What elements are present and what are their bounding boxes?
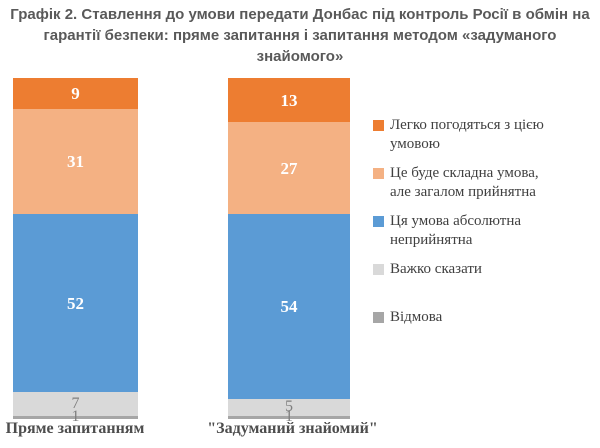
legend-item: Відмова [373, 308, 597, 356]
category-label-imagined-acquaintance: "Задуманий знайомий" [207, 420, 378, 437]
segment-value-label: 5 [285, 398, 293, 416]
legend-marker-swatch [373, 312, 384, 323]
segment-value-label: 9 [71, 83, 80, 103]
bar-segment: 9 [13, 78, 138, 109]
bar-segment: 1 [228, 409, 350, 425]
stacked-bar-imagined-acquaintance: 13 27 54 5 1 [228, 78, 350, 425]
legend-label: Відмова [390, 309, 443, 325]
legend-item: Ця умова абсолютна неприйнятна [373, 212, 597, 260]
legend-item: Легко погодяться з цією умовою [373, 116, 597, 164]
bar-segment: 13 [228, 78, 350, 123]
legend-item: Це буде складна умова, але загалом прийня… [373, 164, 597, 212]
legend-marker-swatch [373, 264, 384, 275]
legend-label: Це буде складна умова, але загалом прийня… [390, 165, 539, 200]
legend-item: Важко сказати [373, 260, 597, 308]
bar-segment: 54 [228, 214, 350, 399]
segment-value-label: 52 [67, 293, 84, 313]
category-label-direct-question: Пряме запитанням [5, 420, 145, 437]
segment-value-label: 7 [71, 394, 80, 412]
bar-segment: 7 [13, 391, 138, 416]
legend-label: Ця умова абсолютна неприйнятна [390, 213, 522, 248]
segment-value-label: 13 [280, 90, 298, 110]
bar-segment: 5 [228, 398, 350, 416]
chart-title: Графік 2. Ставлення до умови передати До… [10, 6, 590, 65]
segment-value-label: 54 [280, 296, 298, 316]
bar-segment: 31 [13, 108, 138, 215]
legend-label: Важко сказати [390, 261, 482, 277]
legend-marker-swatch [373, 216, 384, 227]
bar-segment: 52 [13, 214, 138, 392]
segment-value-label: 1 [71, 408, 80, 426]
legend-marker-swatch [373, 120, 384, 131]
legend-marker-swatch [373, 168, 384, 179]
bar-segment: 1 [13, 409, 138, 425]
legend-label: Легко погодяться з цією умовою [390, 117, 544, 152]
legend: Легко погодяться з цією умовою Це буде скл… [373, 116, 597, 356]
segment-value-label: 1 [285, 408, 293, 426]
stacked-bar-direct-question: 9 31 52 7 1 [13, 78, 138, 425]
segment-value-label: 27 [280, 158, 298, 178]
bar-segment: 27 [228, 122, 350, 215]
segment-value-label: 31 [67, 152, 84, 172]
